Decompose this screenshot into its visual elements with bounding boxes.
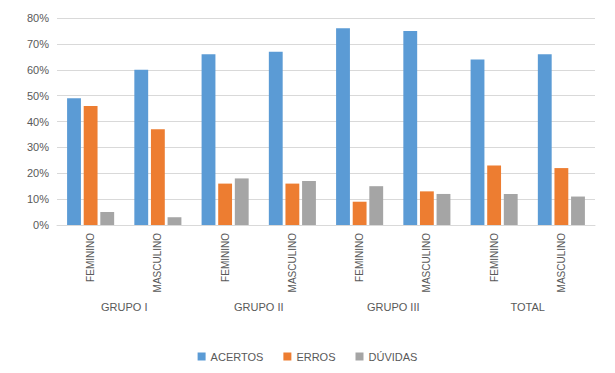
svg-text:DÚVIDAS: DÚVIDAS [368,351,417,363]
svg-text:MASCULINO: MASCULINO [421,233,432,293]
svg-text:FEMININO: FEMININO [489,233,500,282]
svg-text:MASCULINO: MASCULINO [152,233,163,293]
svg-text:GRUPO III: GRUPO III [367,301,420,313]
svg-text:50%: 50% [27,90,49,102]
svg-text:40%: 40% [27,116,49,128]
svg-text:FEMININO: FEMININO [354,233,365,282]
svg-text:GRUPO II: GRUPO II [234,301,284,313]
svg-text:70%: 70% [27,38,49,50]
svg-text:FEMININO: FEMININO [220,233,231,282]
svg-text:30%: 30% [27,141,49,153]
svg-text:ERROS: ERROS [296,351,335,363]
svg-text:80%: 80% [27,12,49,24]
svg-text:FEMININO: FEMININO [85,233,96,282]
svg-text:20%: 20% [27,167,49,179]
svg-text:0%: 0% [33,219,49,231]
svg-text:MASCULINO: MASCULINO [556,233,567,293]
svg-text:GRUPO I: GRUPO I [101,301,147,313]
svg-text:60%: 60% [27,64,49,76]
svg-text:ACERTOS: ACERTOS [211,351,264,363]
svg-text:10%: 10% [27,193,49,205]
svg-text:MASCULINO: MASCULINO [287,233,298,293]
svg-text:TOTAL: TOTAL [511,301,545,313]
